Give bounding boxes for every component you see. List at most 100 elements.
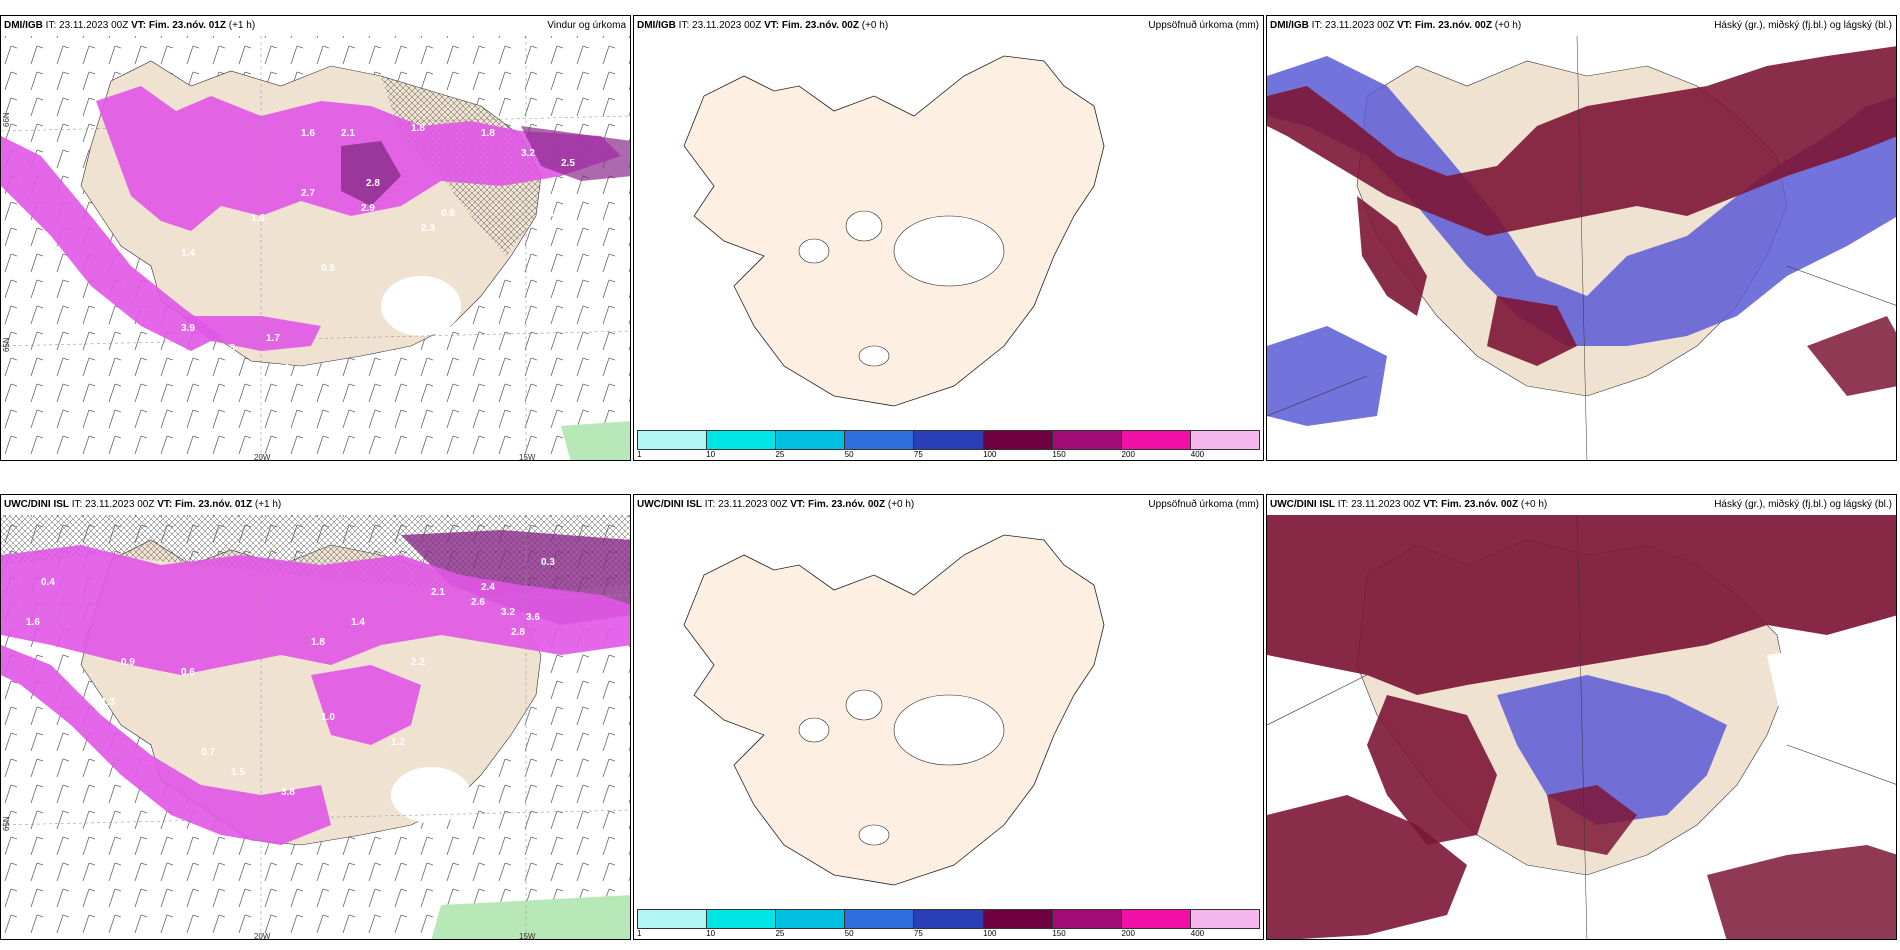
colorbar-labels: 1 10 25 50 75 100 150 200 400 [637, 929, 1260, 939]
high-cloud-west [1367, 695, 1497, 845]
glacier-hofsjokull [845, 689, 883, 721]
cloud-cover-map [1267, 514, 1896, 939]
panel-header: UWC/DINI ISL IT: 23.11.2023 00Z VT: Fim.… [634, 495, 1263, 515]
colorbar-label: 150 [1052, 450, 1066, 459]
precip-value: 2.7 [301, 188, 315, 199]
lead-time: (+0 h) [1494, 20, 1522, 31]
precip-value: 1.1 [541, 208, 555, 219]
precip-value: 2.5 [561, 158, 575, 169]
colorbar-label: 10 [706, 450, 716, 459]
precip-band-west [1, 136, 221, 351]
it-label: IT: [678, 20, 690, 31]
panel-title: Uppsöfnuð úrkoma (mm) [1148, 20, 1259, 31]
precip-value: 2.1 [431, 587, 445, 598]
colorbar-label: 25 [775, 929, 785, 938]
precip-value: 0.3 [541, 557, 555, 568]
model-name: UWC/DINI ISL [4, 499, 69, 510]
lat-label-65n: 65N [2, 816, 11, 831]
precip-value: 2.8 [366, 178, 380, 189]
lead-time: (+0 h) [887, 499, 915, 510]
model-name: DMI/IGB [4, 20, 43, 31]
colorbar-labels: 1 10 25 50 75 100 150 200 400 [637, 450, 1260, 460]
vt-label: VT: [1423, 499, 1439, 510]
colorbar-segment [845, 910, 915, 928]
wind-precip-map: 1.6 1.8 2.1 2.7 3.2 2.8 2.9 2.3 1.6 1.4 0.9 3.9 2.8 1… [1, 36, 630, 461]
colorbar-segment [707, 910, 777, 928]
precip-band-south [181, 316, 321, 351]
colorbar-segment [983, 910, 1053, 928]
colorbar-segment [1190, 431, 1259, 449]
colorbar-segment [776, 431, 846, 449]
panel-header: DMI/IGB IT: 23.11.2023 00Z VT: Fim. 23.n… [1, 16, 630, 36]
init-time: 23.11.2023 00Z [1325, 20, 1395, 31]
precip-value-labels: 1.6 1.8 2.1 2.7 3.2 2.8 2.9 2.3 1.6 1.4 0.9 3.9 2.8 1… [181, 123, 575, 374]
precip-band-central [311, 665, 421, 745]
precip-value: 1.8 [311, 637, 325, 648]
lead-time: (+1 h) [254, 499, 282, 510]
precip-value: 2.1 [341, 128, 355, 139]
valid-time: Fim. 23.nóv. 00Z [781, 20, 859, 31]
colorbar-label: 50 [844, 929, 854, 938]
colorbar-segment [1052, 910, 1122, 928]
colorbar-label: 200 [1121, 450, 1135, 459]
precip-value: 2.6 [471, 597, 485, 608]
precip-value: 1.3 [101, 697, 115, 708]
precip-value: 3.6 [526, 612, 540, 623]
precip-value: 1.5 [231, 767, 245, 778]
it-label: IT: [71, 499, 83, 510]
high-cloud-southeast [1707, 845, 1896, 939]
map-panel-accum-precip-dmi: DMI/IGB IT: 23.11.2023 00Z VT: Fim. 23.n… [633, 15, 1264, 461]
cloud-cover-map [1267, 35, 1896, 460]
lat-label-65n: 65N [2, 337, 11, 352]
model-name: DMI/IGB [1270, 20, 1309, 31]
precip-value: 1.6 [26, 617, 40, 628]
precip-value: 0.6 [441, 208, 455, 219]
mid-cloud-southwest [1267, 326, 1387, 426]
iceland-land [683, 55, 1105, 407]
precip-value: 0.4 [41, 577, 55, 588]
init-time: 23.11.2023 00Z [85, 499, 155, 510]
model-name: UWC/DINI ISL [637, 499, 702, 510]
glacier-langjokull [798, 238, 830, 264]
colorbar-segment [1121, 431, 1191, 449]
valid-time: Fim. 23.nóv. 00Z [808, 499, 886, 510]
colorbar-label: 200 [1121, 929, 1135, 938]
lon-label-20w: 20W [254, 453, 271, 461]
glacier-vatnajokull [391, 767, 471, 823]
precip-value: 0.7 [201, 747, 215, 758]
high-cloud-south [1487, 296, 1577, 366]
colorbar-label: 25 [775, 450, 785, 459]
colorbar-label: 100 [983, 450, 997, 459]
precip-value: 1.6 [251, 213, 265, 224]
precip-value: 3.8 [281, 787, 295, 798]
colorbar-segment [638, 910, 708, 928]
precip-value: 1.7 [266, 333, 280, 344]
valid-time: Fim. 23.nóv. 01Z [175, 499, 253, 510]
panel-title: Háský (gr.), miðský (fj.bl.) og lágský (… [1714, 20, 1892, 31]
precip-value: 0.9 [321, 263, 335, 274]
model-name: DMI/IGB [637, 20, 676, 31]
precip-value: 1.8 [481, 128, 495, 139]
vt-label: VT: [790, 499, 806, 510]
colorbar-segment [707, 431, 777, 449]
precip-value: 1.4 [351, 617, 365, 628]
colorbar-label: 75 [913, 929, 923, 938]
lon-label-15w: 15W [519, 453, 536, 461]
vt-label: VT: [157, 499, 173, 510]
mid-cloud [1267, 56, 1896, 346]
green-area [431, 895, 630, 939]
colorbar-label: 400 [1190, 450, 1205, 459]
glacier-hofsjokull [845, 210, 883, 242]
colorbar-label: 400 [1190, 929, 1205, 938]
precip-value: 2.1 [276, 363, 290, 374]
colorbar-segment [776, 910, 846, 928]
glacier-langjokull [798, 717, 830, 743]
init-time: 23.11.2023 00Z [59, 20, 129, 31]
vt-label: VT: [1397, 20, 1413, 31]
precip-value: 1.0 [321, 712, 335, 723]
colorbar-segment [914, 910, 984, 928]
precip-core [341, 141, 401, 206]
precip-value: 2.3 [421, 223, 435, 234]
colorbar-segment [1121, 910, 1191, 928]
high-cloud-southwest [1267, 795, 1467, 939]
